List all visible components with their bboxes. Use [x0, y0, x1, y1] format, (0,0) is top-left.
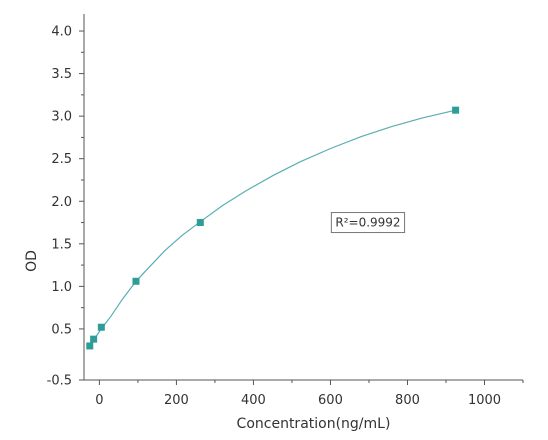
- x-tick-label: 400: [241, 393, 266, 408]
- y-tick-label: 1.5: [51, 237, 72, 252]
- annotation-layer: R²=0.9992: [330, 212, 406, 234]
- y-axis-title: OD: [24, 250, 40, 272]
- x-tick-label: 800: [395, 393, 420, 408]
- axis-labels-layer: -0.5 0.5 1.0 1.5 2.0 2.5 3.0 3.5 4.0 0 200 400 600 80…: [24, 25, 501, 432]
- data-point: [196, 219, 204, 227]
- axes: [79, 14, 524, 385]
- y-tick-label: 3.5: [51, 67, 72, 82]
- data-point: [90, 335, 98, 343]
- r-squared-annotation: R²=0.9992: [330, 212, 406, 234]
- x-tick-label: 600: [318, 393, 343, 408]
- y-tick-label: 2.0: [51, 195, 72, 210]
- x-tick-label: 0: [95, 393, 103, 408]
- data-points-layer: [86, 106, 460, 350]
- data-point: [132, 277, 140, 285]
- x-tick-label: 1000: [468, 393, 501, 408]
- data-point: [86, 342, 94, 350]
- x-tick-label: 200: [164, 393, 189, 408]
- data-point: [97, 323, 105, 331]
- data-point: [452, 106, 460, 114]
- y-tick-label: 2.5: [51, 152, 72, 167]
- y-tick-label: 3.0: [51, 110, 72, 125]
- x-axis-title: Concentration(ng/mL): [237, 416, 391, 432]
- annotation-box: [330, 212, 406, 234]
- annotation-text: R²=0.9992: [335, 216, 400, 230]
- y-tick-label: 1.0: [51, 280, 72, 295]
- y-tick-label: 0.5: [51, 322, 72, 337]
- y-tick-label: -0.5: [47, 374, 72, 389]
- y-tick-label: 4.0: [51, 25, 72, 40]
